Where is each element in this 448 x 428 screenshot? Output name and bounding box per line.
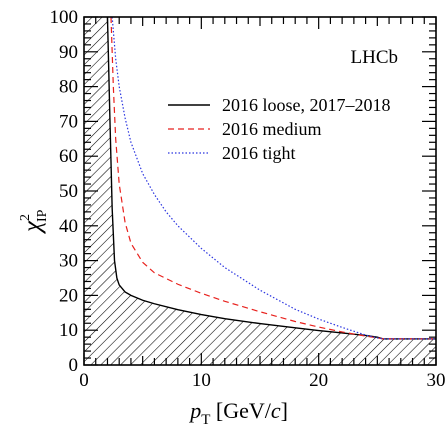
excluded-region-hatch xyxy=(84,17,436,365)
y-axis-label: χ2 IP xyxy=(18,209,50,234)
series-line-0 xyxy=(106,17,436,340)
x-axis-label-unit-post: ] xyxy=(281,398,288,423)
y-tick-label: 80 xyxy=(59,77,78,98)
y-tick-label: 90 xyxy=(59,42,78,63)
legend-label-1: 2016 medium xyxy=(222,119,322,139)
series-line-2 xyxy=(111,17,436,340)
x-tick-label: 0 xyxy=(79,370,89,391)
y-tick-label: 60 xyxy=(59,146,78,167)
y-tick-label: 100 xyxy=(50,7,79,28)
y-axis-label-sup: 2 xyxy=(18,214,33,221)
y-tick-label: 40 xyxy=(59,216,78,237)
y-tick-label: 10 xyxy=(59,320,78,341)
y-tick-label: 30 xyxy=(59,251,78,272)
x-axis-label-main: p xyxy=(188,398,201,423)
y-tick-label: 0 xyxy=(69,355,79,376)
lhcb-label: LHCb xyxy=(351,47,399,68)
x-axis-label-unit-c: c xyxy=(271,398,281,423)
y-tick-label: 70 xyxy=(59,111,78,132)
x-tick-label: 10 xyxy=(192,370,211,391)
legend-label-2: 2016 tight xyxy=(222,143,296,163)
x-axis-label: pT [GeV/c] xyxy=(188,398,288,428)
x-axis-label-sub: T xyxy=(201,412,210,428)
x-tick-label: 30 xyxy=(427,370,446,391)
y-tick-label: 50 xyxy=(59,181,78,202)
y-axis-label-main: χ xyxy=(19,220,46,234)
x-axis-label-unit-pre: [GeV/ xyxy=(210,398,271,423)
y-axis-label-sub: IP xyxy=(35,209,50,222)
tick-layer: 0 10 20 30 0 10 20 30 40 50 60 70 80 90 100 xyxy=(50,7,446,391)
legend-label-0: 2016 loose, 2017–2018 xyxy=(222,95,391,115)
y-tick-label: 20 xyxy=(59,285,78,306)
x-tick-label: 20 xyxy=(309,370,328,391)
series-layer xyxy=(106,17,436,340)
legend: 2016 loose, 2017–2018 2016 medium 2016 tig… xyxy=(168,95,391,163)
